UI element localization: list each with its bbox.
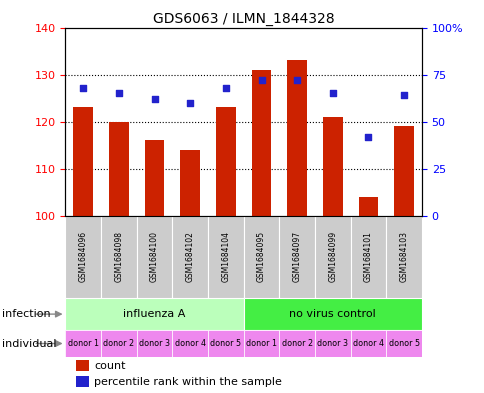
Bar <box>180 150 199 216</box>
Bar <box>208 330 243 357</box>
Point <box>79 84 87 91</box>
Title: GDS6063 / ILMN_1844328: GDS6063 / ILMN_1844328 <box>152 13 334 26</box>
Text: donor 2: donor 2 <box>103 339 134 348</box>
Text: count: count <box>94 361 125 371</box>
Text: GSM1684100: GSM1684100 <box>150 231 159 282</box>
Point <box>293 77 301 83</box>
Bar <box>172 330 208 357</box>
Bar <box>279 216 314 298</box>
Bar <box>314 216 350 298</box>
Bar <box>136 330 172 357</box>
Bar <box>287 61 306 216</box>
Bar <box>393 126 413 216</box>
Bar <box>65 330 101 357</box>
Point <box>151 96 158 102</box>
Bar <box>145 140 164 216</box>
Bar <box>101 330 136 357</box>
Text: GSM1684104: GSM1684104 <box>221 231 230 282</box>
Text: GSM1684102: GSM1684102 <box>185 231 195 282</box>
Bar <box>65 216 101 298</box>
Bar <box>350 330 385 357</box>
Text: donor 5: donor 5 <box>388 339 419 348</box>
Point <box>399 92 407 98</box>
Bar <box>208 216 243 298</box>
Text: infection: infection <box>2 309 51 319</box>
Text: donor 1: donor 1 <box>68 339 99 348</box>
Text: GSM1684101: GSM1684101 <box>363 231 372 282</box>
Text: GSM1684103: GSM1684103 <box>399 231 408 282</box>
Point <box>222 84 229 91</box>
Text: donor 5: donor 5 <box>210 339 241 348</box>
Bar <box>243 330 279 357</box>
Text: no virus control: no virus control <box>289 309 376 319</box>
Bar <box>65 298 243 330</box>
Text: donor 4: donor 4 <box>352 339 383 348</box>
Bar <box>172 216 208 298</box>
Point <box>257 77 265 83</box>
Text: donor 3: donor 3 <box>317 339 348 348</box>
Bar <box>279 330 314 357</box>
Text: donor 3: donor 3 <box>139 339 170 348</box>
Text: GSM1684095: GSM1684095 <box>257 231 266 282</box>
Bar <box>136 216 172 298</box>
Point <box>115 90 122 97</box>
Bar <box>243 298 421 330</box>
Bar <box>109 121 128 216</box>
Bar <box>385 216 421 298</box>
Text: donor 4: donor 4 <box>174 339 205 348</box>
Bar <box>350 216 385 298</box>
Bar <box>216 107 235 216</box>
Point <box>186 99 194 106</box>
Bar <box>358 197 378 216</box>
Bar <box>76 376 89 387</box>
Text: GSM1684099: GSM1684099 <box>328 231 337 282</box>
Bar <box>322 117 342 216</box>
Point <box>364 134 372 140</box>
Text: donor 2: donor 2 <box>281 339 312 348</box>
Bar <box>385 330 421 357</box>
Text: GSM1684097: GSM1684097 <box>292 231 301 282</box>
Point <box>328 90 336 97</box>
Text: GSM1684096: GSM1684096 <box>78 231 88 282</box>
Text: GSM1684098: GSM1684098 <box>114 231 123 282</box>
Bar <box>251 70 271 216</box>
Text: influenza A: influenza A <box>123 309 185 319</box>
Text: donor 1: donor 1 <box>245 339 276 348</box>
Bar <box>76 360 89 371</box>
Bar <box>314 330 350 357</box>
Bar <box>74 107 93 216</box>
Bar <box>101 216 136 298</box>
Text: individual: individual <box>2 338 57 349</box>
Text: percentile rank within the sample: percentile rank within the sample <box>94 377 281 387</box>
Bar <box>243 216 279 298</box>
